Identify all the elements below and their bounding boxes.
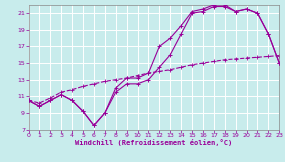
X-axis label: Windchill (Refroidissement éolien,°C): Windchill (Refroidissement éolien,°C): [75, 139, 233, 146]
